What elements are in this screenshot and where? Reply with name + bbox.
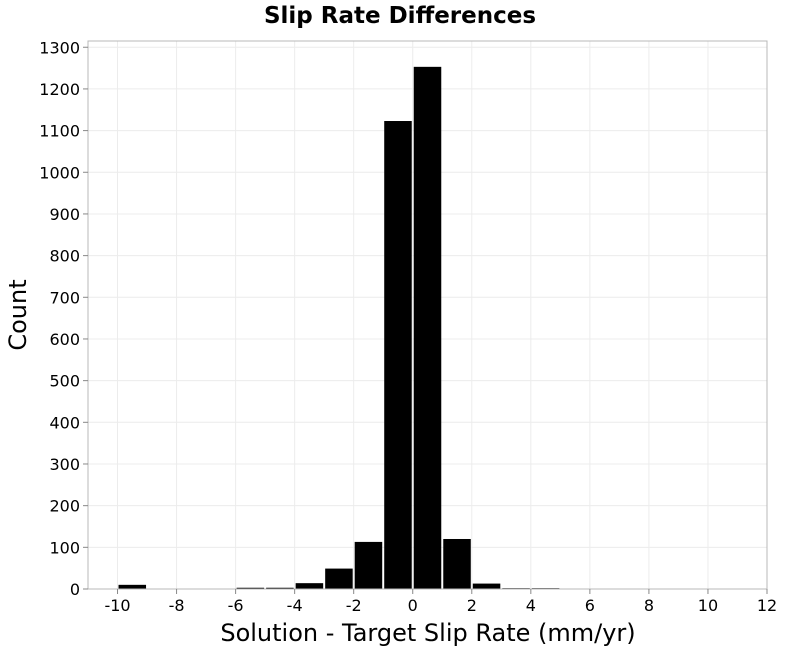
histogram-bar — [266, 587, 294, 589]
histogram-bar — [384, 121, 412, 589]
x-tick-label: -4 — [287, 596, 303, 615]
y-tick-label: 900 — [49, 205, 80, 224]
y-tick-label: 800 — [49, 247, 80, 266]
y-tick-label: 300 — [49, 455, 80, 474]
x-tick-label: 4 — [526, 596, 536, 615]
x-tick-label: -2 — [346, 596, 362, 615]
tick-marks — [83, 46, 768, 594]
histogram-bar — [443, 538, 471, 589]
histogram-bar — [413, 66, 442, 589]
y-tick-label: 700 — [49, 288, 80, 307]
y-tick-label: 600 — [49, 330, 80, 349]
x-tick-label: 10 — [698, 596, 718, 615]
x-tick-label: -6 — [228, 596, 244, 615]
y-tick-label: 100 — [49, 538, 80, 557]
plot-area-border — [87, 40, 768, 590]
histogram-bar — [472, 583, 501, 589]
x-tick-label: 6 — [585, 596, 595, 615]
x-tick-label: 12 — [757, 596, 777, 615]
y-tick-label: 500 — [49, 372, 80, 391]
x-tick-label: -8 — [169, 596, 185, 615]
y-tick-label: 0 — [70, 580, 80, 599]
x-axis-label: Solution - Target Slip Rate (mm/yr) — [220, 619, 635, 647]
y-tick-label: 1100 — [39, 122, 80, 141]
x-tick-label: 0 — [408, 596, 418, 615]
y-tick-label: 1200 — [39, 80, 80, 99]
histogram-bar — [236, 587, 265, 589]
bars — [118, 66, 737, 589]
y-tick-label: 1000 — [39, 163, 80, 182]
histogram-bar — [354, 541, 383, 589]
y-tick-label: 400 — [49, 413, 80, 432]
y-tick-label: 200 — [49, 497, 80, 516]
histogram-bar — [295, 583, 324, 589]
y-axis-label: Count — [4, 279, 32, 350]
y-tick-label: 1300 — [39, 38, 80, 57]
histogram-bar — [118, 584, 147, 589]
x-tick-label: 2 — [467, 596, 477, 615]
x-axis-tick-labels: -10 -8 -6 -4 -2 0 2 4 6 8 10 12 — [104, 596, 777, 615]
chart-title: Slip Rate Differences — [264, 3, 536, 29]
y-axis-tick-labels: 0 100 200 300 400 500 600 700 800 900 1000 1100 1200… — [39, 38, 80, 599]
x-tick-label: 8 — [644, 596, 654, 615]
x-tick-label: -10 — [104, 596, 130, 615]
histogram-bar — [325, 568, 353, 589]
